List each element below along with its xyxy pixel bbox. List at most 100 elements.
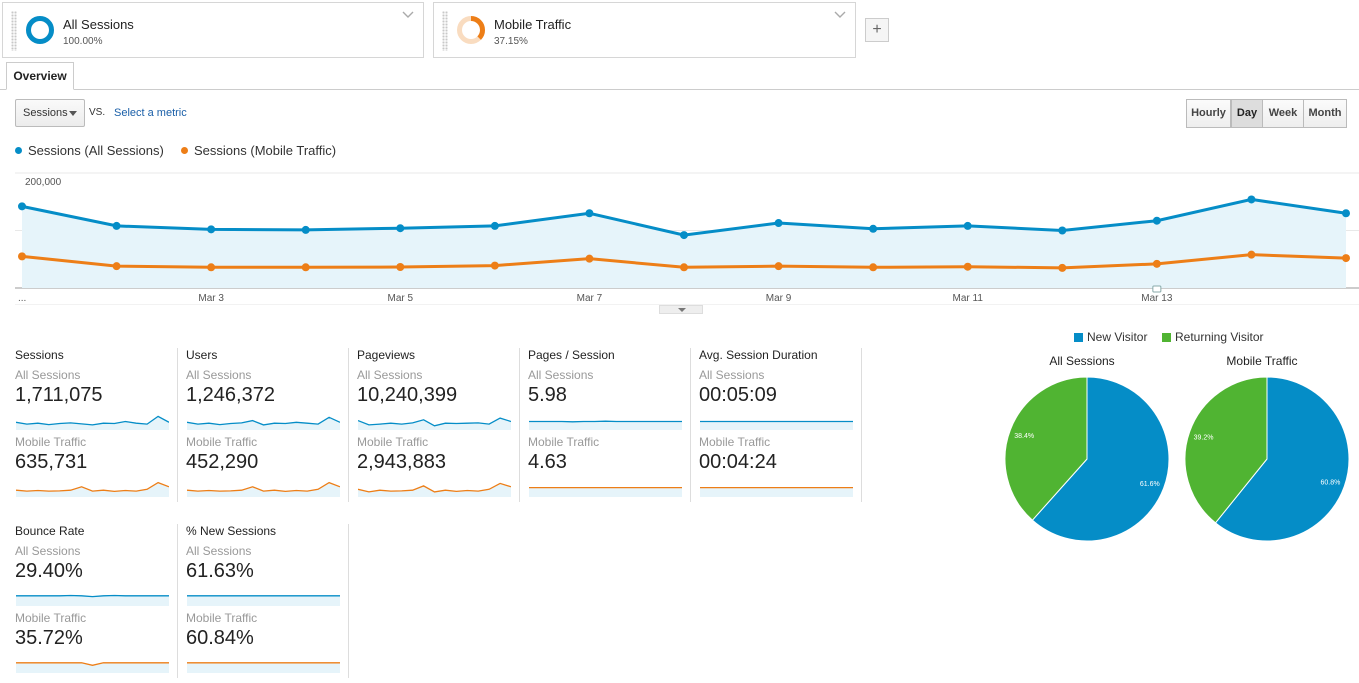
segment-label: All Sessions [528,368,594,382]
metric-title: Users [186,348,218,362]
metric-card[interactable]: Pageviews All Sessions 10,240,399 Mobile Tr… [357,348,515,503]
chevron-down-icon[interactable] [833,9,847,21]
sparkline-line [187,416,340,426]
annotation-marker-icon [1152,285,1162,293]
metric-card[interactable]: Sessions All Sessions 1,711,075 Mobile Traf… [15,348,173,503]
segment-label: Mobile Traffic [357,435,429,449]
sparkline [358,417,511,430]
data-point [396,224,405,233]
sparkline [700,420,853,430]
metric-title: Bounce Rate [15,524,85,538]
segment-name: All Sessions [63,17,134,32]
sparkline-area [529,487,682,497]
pie-slice-label: 39.2% [1194,435,1214,442]
card-divider [690,348,691,502]
segment-percent: 100.00% [63,36,103,47]
sparkline [529,420,682,430]
sparkline-area [700,487,853,497]
metric-card[interactable]: Pages / Session All Sessions 5.98 Mobile Tr… [528,348,686,503]
chart-resize-handle[interactable] [659,305,703,314]
legend-square-icon [1074,333,1083,342]
caret-down-icon [678,308,686,312]
metric-card[interactable]: Users All Sessions 1,246,372 Mobile Traffic… [186,348,344,503]
drag-handle[interactable] [11,11,17,51]
card-divider [348,348,349,502]
tab-overview[interactable]: Overview [6,62,74,90]
sparkline-line [529,420,682,423]
x-tick-label: ... [18,293,26,304]
segment-label: All Sessions [699,368,765,382]
segment-mobile-traffic[interactable]: Mobile Traffic 37.15% [433,2,856,58]
tab-bar-divider [0,89,1359,90]
legend-label: New Visitor [1087,330,1148,344]
data-point [869,224,878,233]
pie-slice-label: 60.8% [1320,479,1340,486]
period-day-button[interactable]: Day [1231,99,1263,128]
period-week-button[interactable]: Week [1262,99,1304,128]
data-point [963,262,972,271]
data-point [18,202,26,211]
card-divider [348,524,349,678]
segment-percent: 37.15% [494,36,528,47]
sparkline-line [358,482,511,493]
sparkline-area [16,595,169,606]
period-month-button[interactable]: Month [1303,99,1347,128]
data-point [680,231,688,240]
pie-slice [1214,376,1350,542]
data-point [963,221,972,230]
metric-value: 1,711,075 [15,384,103,406]
chevron-down-icon[interactable] [401,9,415,21]
x-tick-label: Mar 7 [577,293,603,304]
data-point [112,262,121,271]
caret-down-icon [69,111,77,116]
pie-title-all-sessions: All Sessions [1049,354,1115,368]
segment-all-sessions[interactable]: All Sessions 100.00% [2,2,424,58]
legend-dot-icon [181,147,188,154]
metric-value: 00:05:09 [699,384,777,406]
drag-handle[interactable] [442,11,448,51]
data-point [1058,226,1067,235]
sparkline [187,416,340,430]
legend-label: Returning Visitor [1175,330,1264,344]
data-point [1152,259,1161,268]
vs-label: VS. [89,107,106,118]
sparkline [187,595,340,606]
metric-title: % New Sessions [186,524,277,538]
metric-card[interactable]: % New Sessions All Sessions 61.63% Mobile T… [186,524,344,679]
metric-value: 5.98 [528,384,567,406]
data-point [396,263,405,272]
metric-card[interactable]: Avg. Session Duration All Sessions 00:05:0… [699,348,857,503]
period-hourly-button[interactable]: Hourly [1186,99,1231,128]
metric-title: Avg. Session Duration [699,348,818,362]
legend-item-mobile-traffic[interactable]: Sessions (Mobile Traffic) [181,143,336,158]
sparkline-area [529,421,682,430]
add-segment-button[interactable]: + [865,18,889,42]
card-divider [519,348,520,502]
select-metric-link[interactable]: Select a metric [114,107,187,119]
legend-dot-icon [15,147,22,154]
segment-label: All Sessions [15,368,81,382]
segment-ring-icon [26,16,54,44]
sparkline-line [16,594,169,598]
segment-label: Mobile Traffic [528,435,600,449]
data-point [774,219,783,228]
pie-slice [1184,376,1268,524]
metric-card[interactable]: Bounce Rate All Sessions 29.40% Mobile Traf… [15,524,173,679]
metric-select[interactable]: Sessions [15,99,85,127]
segment-label: Mobile Traffic [15,611,87,625]
metric-title: Sessions [15,348,64,362]
sparkline-area [187,417,340,430]
pie-legend-returning-visitor[interactable]: Returning Visitor [1162,330,1264,344]
metric-select-value: Sessions [23,107,68,119]
metric-value: 635,731 [15,451,88,473]
segment-name: Mobile Traffic [494,17,572,32]
sparkline [16,662,169,673]
sparkline-area [187,662,340,673]
sparkline-area [700,421,853,430]
legend-item-all-sessions[interactable]: Sessions (All Sessions) [15,143,164,158]
segment-label: All Sessions [186,544,252,558]
sparkline [529,486,682,497]
data-point [585,209,594,218]
pie-legend-new-visitor[interactable]: New Visitor [1074,330,1147,344]
data-point [869,263,878,272]
